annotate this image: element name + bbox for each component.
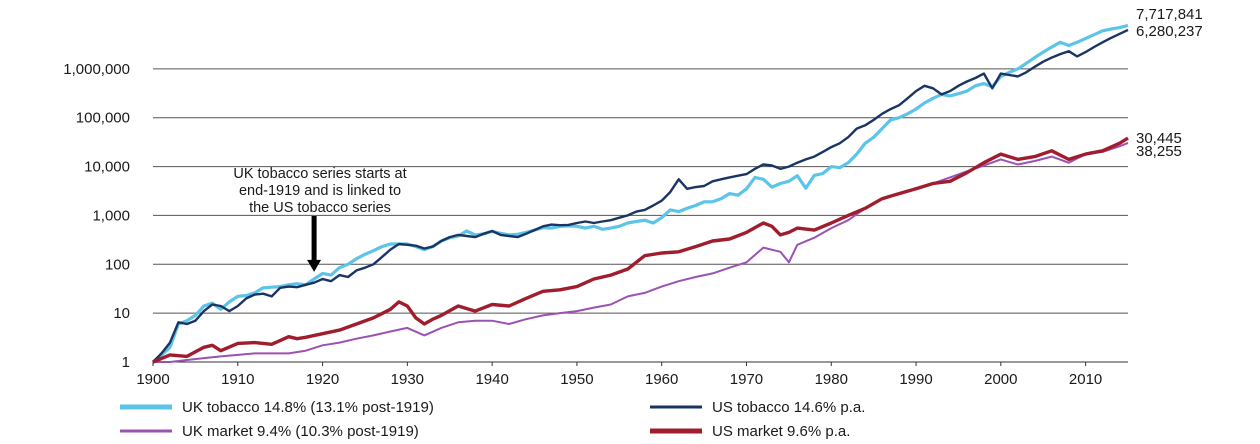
x-tick-label: 1940	[475, 371, 508, 388]
y-tick-label: 100,000	[76, 110, 130, 127]
annotation: UK tobacco series starts at end-1919 and…	[233, 166, 407, 272]
series-line-4	[152, 136, 1129, 364]
y-tick-label: 1,000	[92, 207, 130, 224]
x-tick-label: 1900	[136, 371, 169, 388]
legend-label: US market 9.6% p.a.	[712, 423, 850, 440]
series-line-2	[152, 28, 1129, 363]
legend-label: UK market 9.4% (10.3% post-1919)	[182, 423, 419, 440]
legend: UK tobacco 14.8% (13.1% post-1919) US tob…	[120, 399, 865, 440]
x-tick-label: 2010	[1069, 371, 1102, 388]
x-axis-ticks: 1900 1910 1920 1930 1940 1950 1960 1970 1980 1990…	[136, 362, 1102, 388]
x-tick-label: 1970	[730, 371, 763, 388]
y-tick-label: 1,000,000	[63, 61, 130, 78]
legend-label: UK tobacco 14.8% (13.1% post-1919)	[182, 399, 434, 416]
series-end-label: 38,255	[1136, 143, 1182, 160]
y-axis-ticks: 1 10 100 1,000 10,000 100,000 1,000,000	[63, 61, 130, 371]
x-tick-label: 1960	[645, 371, 678, 388]
annotation-line-1: UK tobacco series starts at	[233, 166, 406, 182]
x-tick-label: 1950	[560, 371, 593, 388]
annotation-arrow-head	[307, 259, 322, 272]
series-end-label: 7,717,841	[1136, 6, 1203, 23]
x-tick-label: 1930	[391, 371, 424, 388]
x-tick-label: 1980	[815, 371, 848, 388]
series-end-label: 6,280,237	[1136, 23, 1203, 40]
y-tick-label: 100	[105, 256, 130, 273]
y-tick-label: 10	[113, 305, 130, 322]
x-tick-label: 1920	[306, 371, 339, 388]
annotation-line-2: end-1919 and is linked to	[239, 183, 401, 199]
series-lines	[151, 23, 1129, 364]
y-tick-label: 1	[122, 354, 130, 371]
y-tick-label: 10,000	[84, 159, 130, 176]
x-tick-label: 2000	[984, 371, 1017, 388]
annotation-line-3: the US tobacco series	[249, 200, 391, 216]
legend-label: US tobacco 14.6% p.a.	[712, 399, 865, 416]
series-line-1	[151, 23, 1129, 364]
x-tick-label: 1910	[221, 371, 254, 388]
series-end-label: 30,445	[1136, 130, 1182, 147]
x-tick-label: 1990	[899, 371, 932, 388]
